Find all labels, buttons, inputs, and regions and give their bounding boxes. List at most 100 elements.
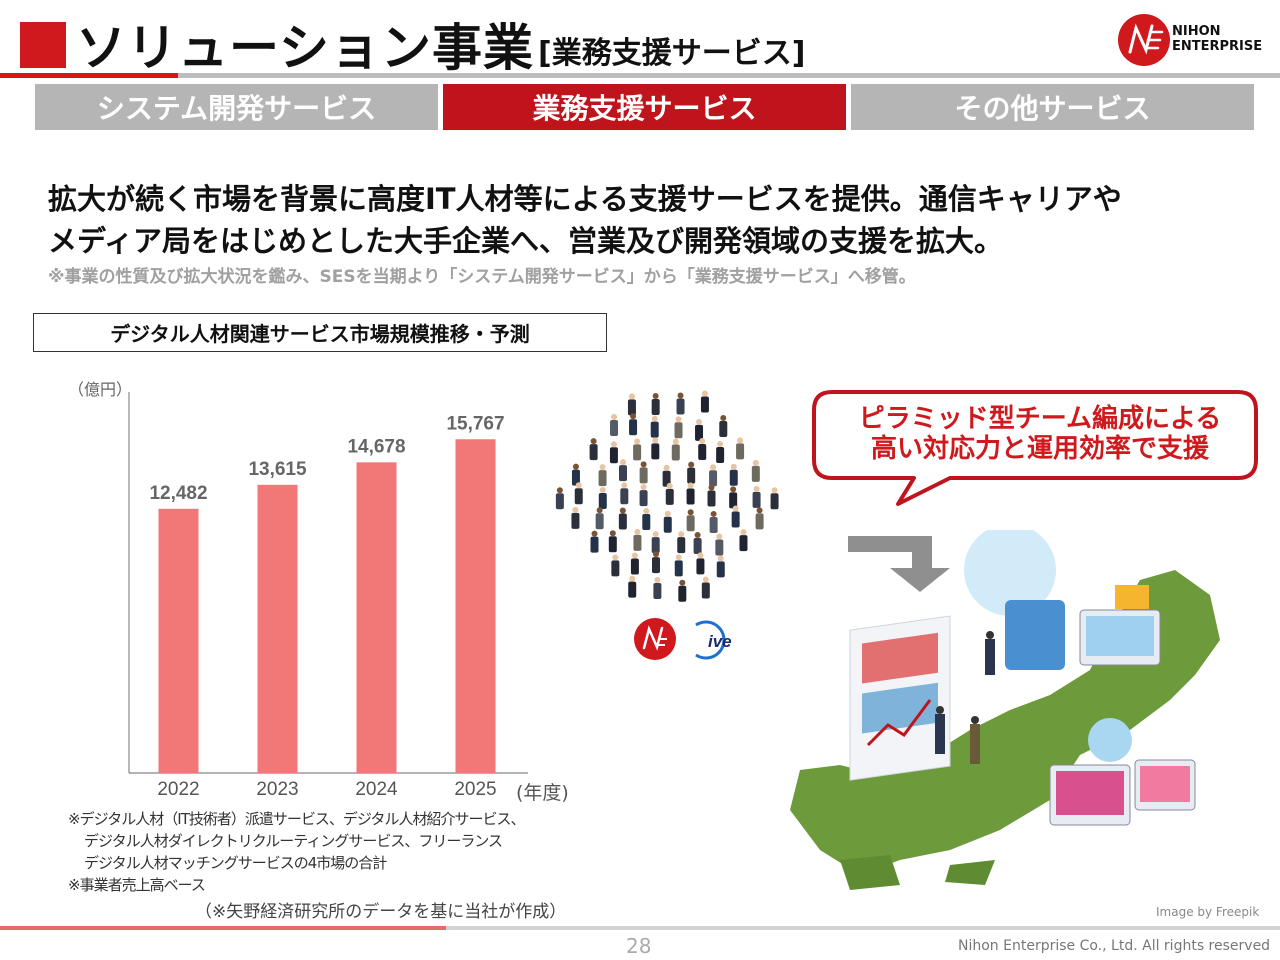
crowd-person-head (678, 531, 685, 538)
crowd-person (752, 491, 761, 508)
speech-bubble (812, 390, 1258, 506)
y-axis-unit: （億円） (68, 380, 133, 399)
chart-title: デジタル人材関連サービス市場規模推移・予測 (33, 313, 607, 352)
crowd-person (715, 539, 724, 556)
bar-2022 (158, 508, 199, 773)
image-credit: Image by Freepik (1156, 905, 1260, 919)
crowd-person (629, 419, 638, 436)
bar-2024 (356, 462, 397, 773)
header-rule (0, 73, 1280, 78)
crowd-person-head (701, 390, 708, 397)
crowd-person-head (556, 487, 563, 494)
crowd-person (618, 465, 627, 482)
value-label-2022: 12,482 (149, 483, 207, 504)
crowd-person (608, 536, 617, 553)
page-subtitle: [業務支援サービス] (538, 36, 806, 71)
value-label-2024: 14,678 (347, 436, 405, 457)
x-tick-2025: 2025 (454, 779, 496, 800)
crowd-person (751, 465, 760, 482)
crowd-person-head (771, 487, 778, 494)
crowd-person-head (651, 415, 658, 422)
down-arrow-icon (848, 536, 950, 592)
crowd-person (628, 581, 637, 598)
crowd-person-head (621, 482, 628, 489)
footer-rule (446, 926, 1280, 930)
crowd-person (571, 512, 580, 529)
crowd-person-head (619, 459, 626, 466)
crowd-person-head (652, 393, 659, 400)
value-label-2023: 13,615 (248, 459, 307, 480)
crowd-person-head (710, 464, 717, 471)
crowd-person (650, 421, 659, 438)
crowd-person (611, 560, 620, 577)
crowd-person-head (666, 482, 673, 489)
crowd-person-head (609, 530, 616, 537)
crowd-person (677, 537, 686, 554)
crowd-person-head (730, 463, 737, 470)
crowd-person-head (629, 575, 636, 582)
crowd-person (696, 558, 705, 575)
crowd-person-head (610, 441, 617, 448)
crowd-person-head (643, 507, 650, 514)
title-marker (20, 22, 66, 68)
crowd-person (653, 582, 662, 599)
tab-other-services[interactable]: その他サービス (851, 84, 1254, 130)
crowd-person-head (611, 413, 618, 420)
tab-business-support[interactable]: 業務支援サービス (443, 84, 846, 130)
tab-system-development[interactable]: システム開発サービス (35, 84, 438, 130)
crowd-person-head (702, 576, 709, 583)
x-tick-2023: 2023 (256, 779, 298, 800)
crowd-person-head (591, 530, 598, 537)
chart-footnotes: ※デジタル人材（IT技術者）派遣サービス、デジタル人材紹介サービス、 デジタル人… (68, 810, 526, 894)
crowd-person (709, 516, 718, 533)
crowd-person-head (677, 392, 684, 399)
crowd-person (729, 492, 738, 509)
crowd-person (676, 398, 685, 415)
crowd-person (736, 443, 745, 460)
crowd-person-head (699, 437, 706, 444)
crowd-person-head (652, 551, 659, 558)
nihon-enterprise-mark-icon (634, 618, 676, 660)
crowd-person (686, 488, 695, 505)
crowd-person (639, 490, 648, 507)
crowd-person (598, 470, 607, 487)
lead-line-1: 拡大が続く市場を背景に高度IT人材等による支援サービスを提供。通信キャリアや (48, 182, 1122, 216)
crowd-person (589, 444, 598, 461)
crowd-person-head (688, 461, 695, 468)
crowd-person (739, 535, 748, 552)
crowd-person (719, 420, 728, 437)
svg-text:ive: ive (708, 632, 732, 651)
logo-text: NIHON ENTERPRISE (1172, 24, 1263, 54)
crowd-person-head (652, 437, 659, 444)
crowd-person (663, 516, 672, 533)
crowd-person (651, 537, 660, 554)
crowd-person-head (717, 441, 724, 448)
crowd-person (716, 447, 725, 464)
crowd-person (678, 585, 687, 602)
crowd-person-head (672, 438, 679, 445)
crowd-person (671, 444, 680, 461)
crowd-person (571, 469, 580, 486)
crowd-person-head (696, 418, 703, 425)
crowd-person (716, 561, 725, 578)
crowd-person-head (675, 416, 682, 423)
crowd-person-head (756, 507, 763, 514)
crowd-person (633, 534, 642, 551)
transfer-note: ※事業の性質及び拡大状況を鑑み、SESを当期より「システム開発サービス」から「業… (48, 267, 916, 287)
crowd-person (651, 399, 660, 416)
crowd-person-head (640, 461, 647, 468)
bar-2023 (257, 484, 298, 773)
crowd-person (693, 537, 702, 554)
crowd-person-head (654, 576, 661, 583)
crowd-person (674, 560, 683, 577)
crowd-person (618, 513, 627, 530)
crowd-person (701, 582, 710, 599)
crowd-person (770, 493, 779, 510)
crowd-person-head (628, 393, 635, 400)
crowd-person (620, 488, 629, 505)
crowd-person-head (710, 510, 717, 517)
crowd-person (674, 422, 683, 439)
lead-text: 拡大が続く市場を背景に高度IT人材等による支援サービスを提供。通信キャリアや メ… (48, 178, 1258, 262)
crowd-person-head (663, 464, 670, 471)
x-tick-2022: 2022 (157, 779, 199, 800)
